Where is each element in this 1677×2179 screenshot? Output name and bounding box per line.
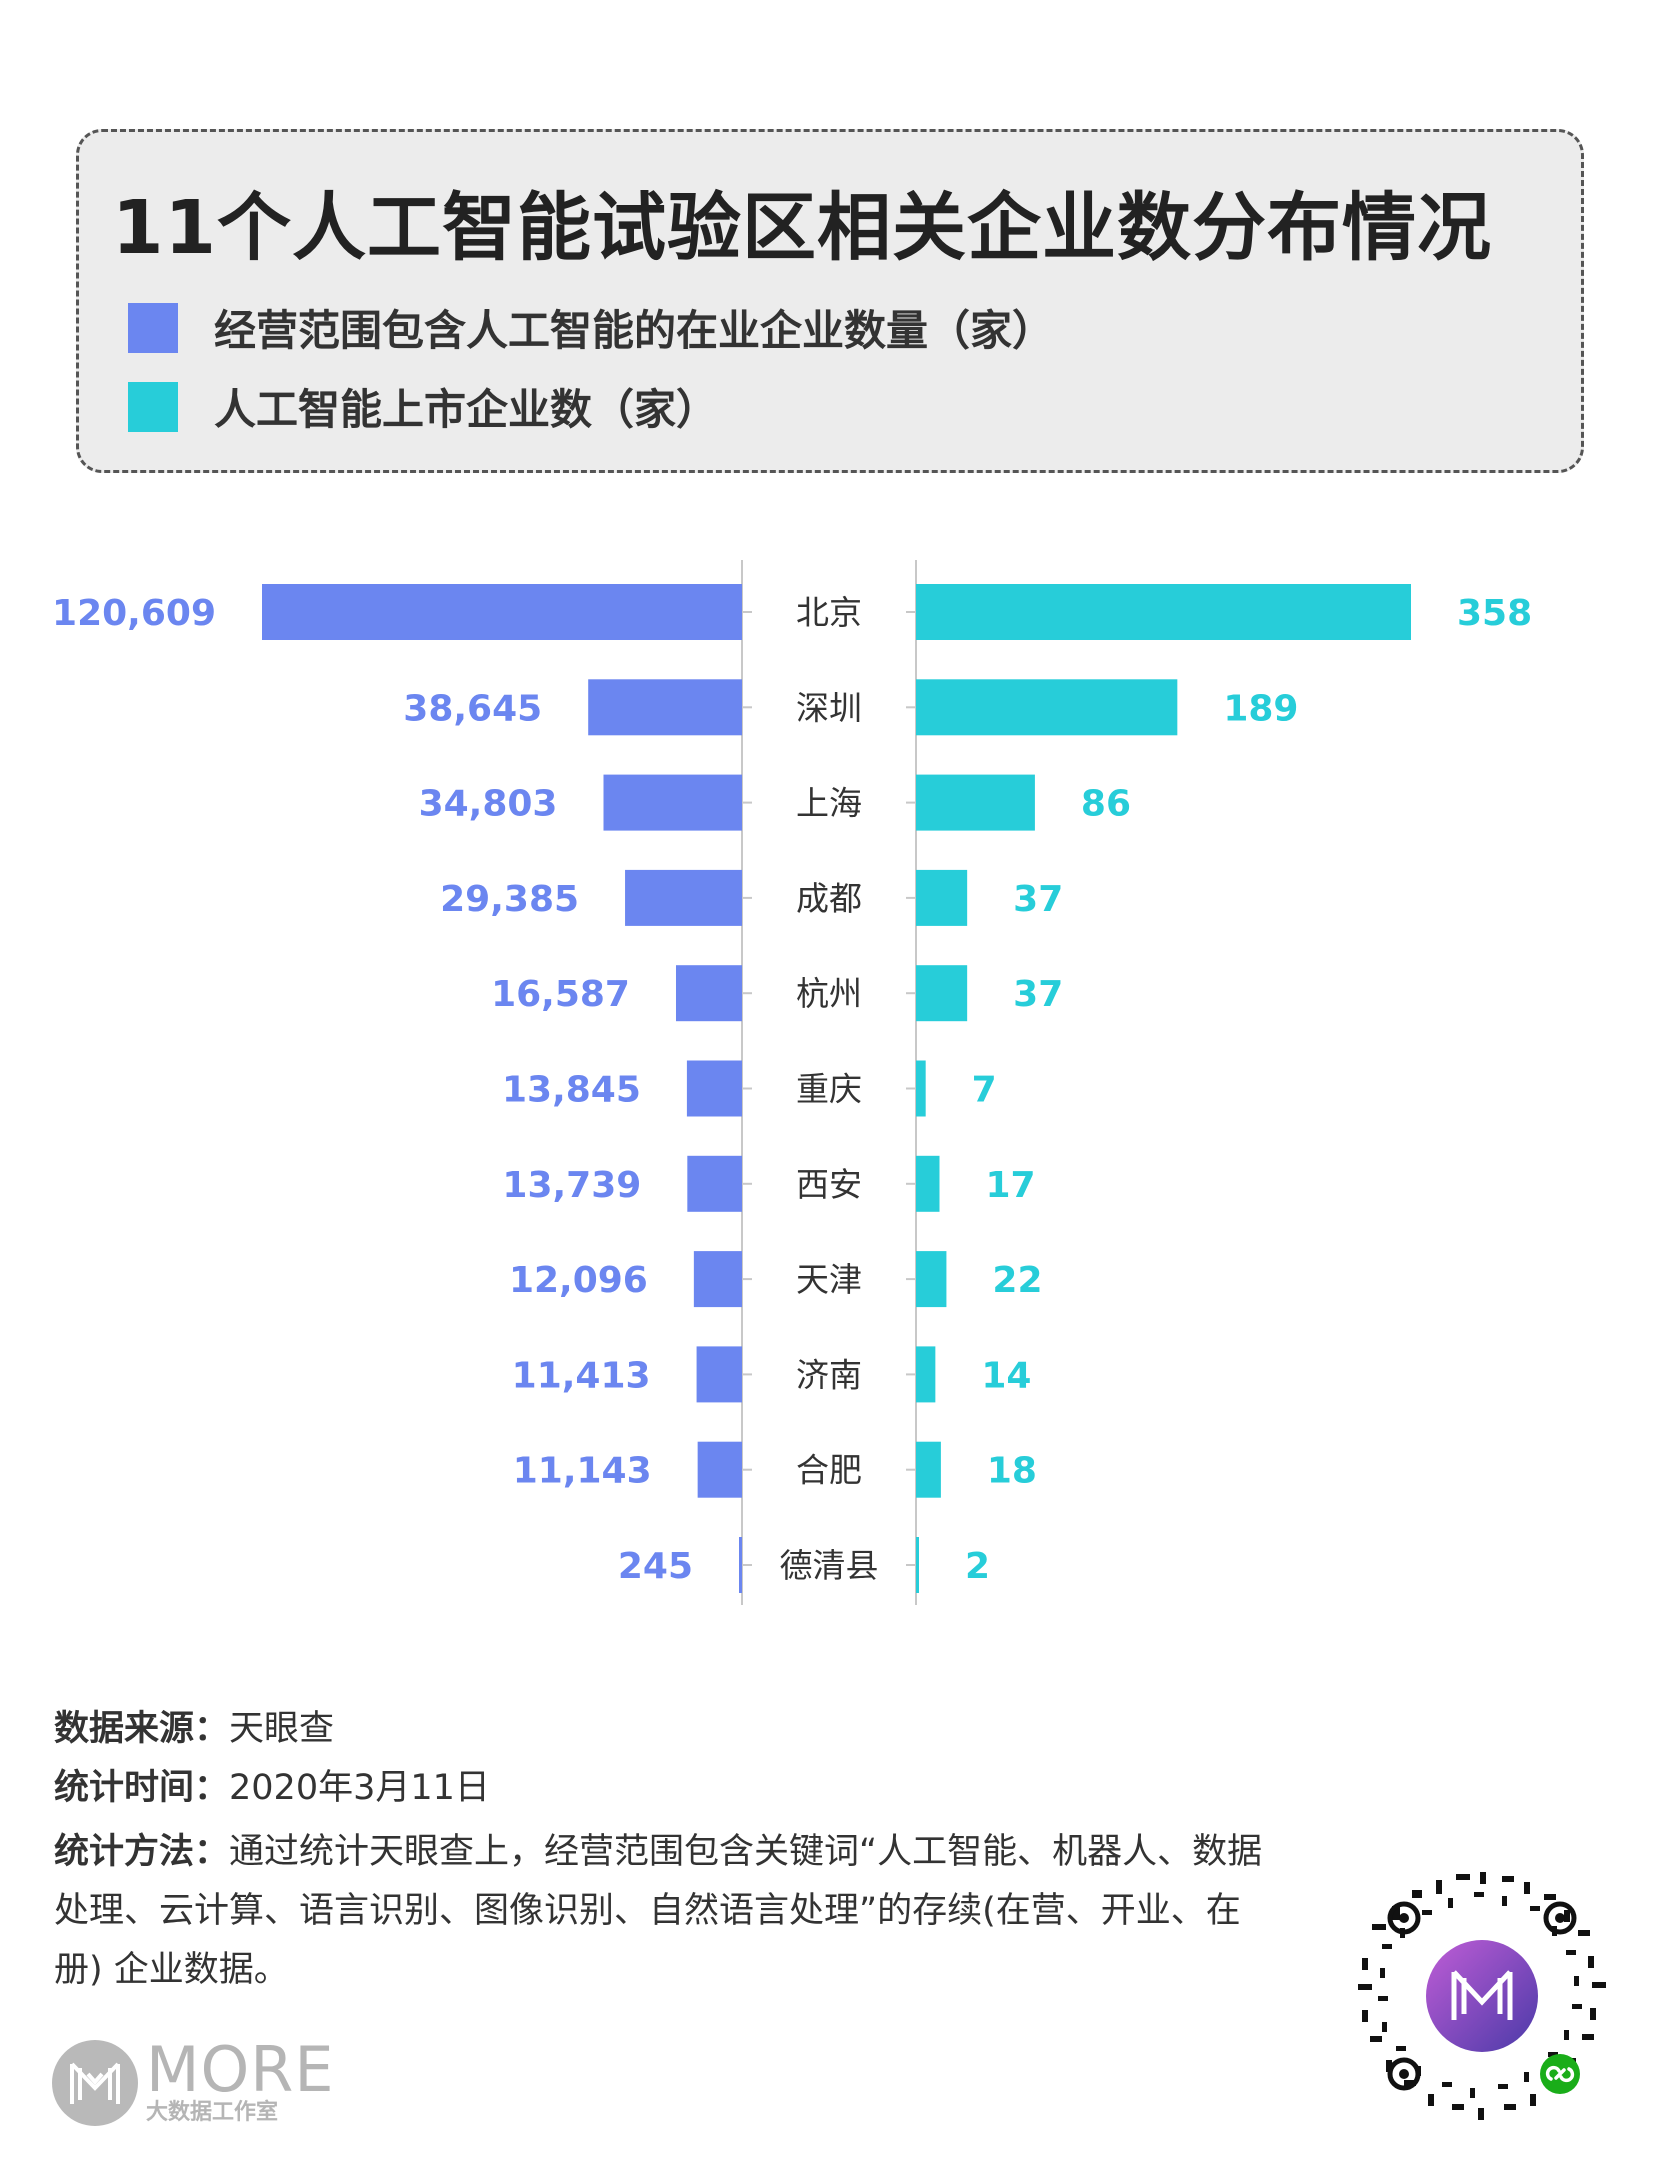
chart: 北京 120,609 358 深圳 38,645 189 上海 34,803 86 成都 29,38… bbox=[52, 560, 1532, 1605]
right-value-label: 37 bbox=[1013, 879, 1063, 920]
right-bar bbox=[916, 774, 1035, 831]
category-label: 德清县 bbox=[780, 1546, 879, 1585]
left-bar bbox=[739, 1537, 742, 1593]
left-bar bbox=[687, 1155, 742, 1212]
left-value-label: 120,609 bbox=[52, 593, 216, 634]
left-value-label: 13,739 bbox=[502, 1165, 641, 1206]
legend-label-enterprises: 经营范围包含人工智能的在业企业数量（家） bbox=[214, 306, 1055, 355]
left-bar bbox=[603, 774, 742, 831]
stat-method-value: 通过统计天眼查上，经营范围包含关键词“人工智能、机器人、数据处理、云计算、语言识… bbox=[54, 1832, 1263, 1990]
left-value-label: 16,587 bbox=[491, 974, 630, 1015]
category-label: 西安 bbox=[796, 1165, 862, 1204]
left-bar bbox=[262, 584, 742, 640]
left-value-label: 29,385 bbox=[440, 879, 579, 920]
brand-logo: MORE 大数据工作室 bbox=[50, 2038, 335, 2128]
legend-item-listed: 人工智能上市企业数（家） bbox=[128, 376, 718, 437]
stat-time-key: 统计时间： bbox=[54, 1768, 230, 1808]
category-label: 天津 bbox=[796, 1260, 862, 1299]
right-bar bbox=[916, 1441, 941, 1498]
left-value-label: 245 bbox=[618, 1546, 693, 1587]
data-source-value: 天眼查 bbox=[229, 1709, 335, 1749]
legend-swatch-listed bbox=[128, 381, 178, 432]
right-value-label: 189 bbox=[1223, 688, 1298, 729]
left-value-label: 11,413 bbox=[512, 1355, 651, 1396]
right-bar bbox=[916, 584, 1411, 640]
data-source-key: 数据来源： bbox=[54, 1709, 230, 1749]
category-label: 深圳 bbox=[796, 688, 862, 727]
stat-time: 统计时间：2020年3月11日 bbox=[54, 1759, 490, 1817]
right-value-label: 22 bbox=[992, 1260, 1042, 1301]
right-bar bbox=[916, 965, 968, 1022]
right-bar bbox=[916, 1060, 926, 1117]
left-value-label: 12,096 bbox=[509, 1260, 648, 1301]
right-value-label: 18 bbox=[987, 1451, 1037, 1492]
right-bar bbox=[916, 1537, 919, 1593]
left-value-label: 38,645 bbox=[403, 688, 542, 729]
chart-title: 11个人工智能试验区相关企业数分布情况 bbox=[112, 185, 1492, 271]
right-bar bbox=[916, 869, 968, 926]
right-bar bbox=[916, 679, 1178, 736]
category-label: 济南 bbox=[796, 1355, 862, 1394]
category-label: 重庆 bbox=[796, 1070, 862, 1109]
right-value-label: 86 bbox=[1081, 784, 1131, 825]
category-label: 杭州 bbox=[796, 974, 862, 1013]
logo-subtext: 大数据工作室 bbox=[146, 2100, 279, 2125]
left-value-label: 13,845 bbox=[502, 1070, 641, 1111]
qr-code-icon[interactable] bbox=[1352, 1866, 1612, 2126]
left-bar bbox=[588, 679, 742, 736]
legend-swatch-enterprises bbox=[128, 302, 178, 353]
right-bar bbox=[916, 1251, 947, 1308]
left-bar bbox=[675, 965, 742, 1022]
left-bar bbox=[697, 1441, 742, 1498]
category-label: 成都 bbox=[796, 879, 862, 918]
left-bar bbox=[625, 869, 742, 926]
legend-item-enterprises: 经营范围包含人工智能的在业企业数量（家） bbox=[128, 297, 1054, 358]
category-label: 上海 bbox=[796, 784, 862, 823]
left-bar bbox=[693, 1251, 742, 1308]
data-source: 数据来源：天眼查 bbox=[54, 1700, 334, 1758]
right-bar bbox=[916, 1346, 936, 1403]
left-value-label: 11,143 bbox=[513, 1451, 652, 1492]
right-value-label: 37 bbox=[1013, 974, 1063, 1015]
category-label: 北京 bbox=[796, 593, 862, 632]
more-logo-icon bbox=[52, 2040, 138, 2126]
stat-time-value: 2020年3月11日 bbox=[229, 1768, 490, 1808]
legend-label-listed: 人工智能上市企业数（家） bbox=[214, 385, 719, 434]
logo-text: MORE bbox=[146, 2033, 335, 2106]
right-value-label: 358 bbox=[1457, 593, 1532, 634]
right-value-label: 17 bbox=[986, 1165, 1036, 1206]
right-bar bbox=[916, 1155, 940, 1212]
header-box bbox=[76, 129, 1584, 473]
stat-method: 统计方法：通过统计天眼查上，经营范围包含关键词“人工智能、机器人、数据处理、云计… bbox=[54, 1823, 1284, 2000]
left-bar bbox=[686, 1060, 742, 1117]
right-value-label: 2 bbox=[965, 1546, 990, 1587]
right-value-label: 7 bbox=[972, 1070, 997, 1111]
left-value-label: 34,803 bbox=[419, 784, 558, 825]
left-bar bbox=[696, 1346, 742, 1403]
right-value-label: 14 bbox=[981, 1355, 1031, 1396]
stat-method-key: 统计方法： bbox=[54, 1832, 230, 1872]
category-label: 合肥 bbox=[796, 1451, 862, 1490]
